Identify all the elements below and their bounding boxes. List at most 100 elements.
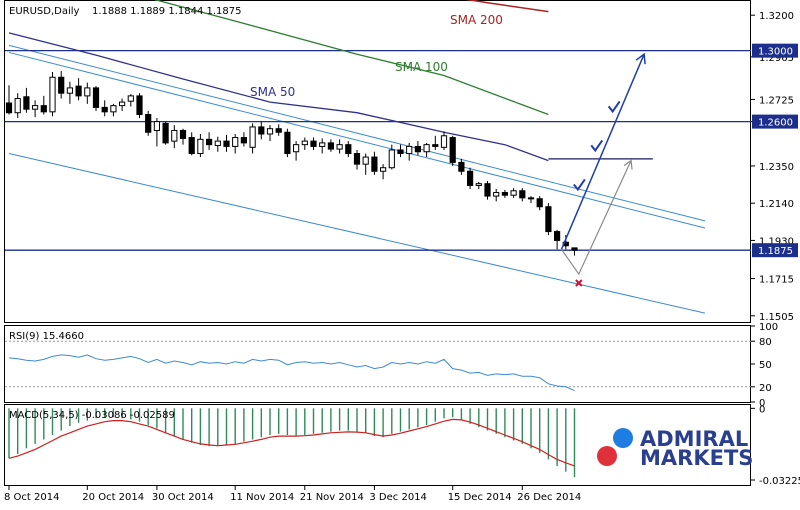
candle-body bbox=[275, 128, 282, 133]
macd-signal-line bbox=[8, 418, 575, 467]
candle-body bbox=[571, 247, 578, 251]
candle-body bbox=[58, 76, 65, 94]
price-tick-label: 1.2965 bbox=[759, 53, 794, 64]
channel-line bbox=[8, 51, 706, 229]
candle-body bbox=[119, 101, 126, 107]
candle-body bbox=[92, 87, 100, 108]
candle-body bbox=[23, 96, 30, 110]
cross-mark-icon bbox=[575, 279, 583, 287]
rsi-tick-label: 100 bbox=[759, 322, 778, 333]
candle-body bbox=[171, 129, 178, 142]
rsi-tick-label: 80 bbox=[759, 337, 772, 348]
rsi-tick-label: 20 bbox=[759, 383, 772, 394]
sma50-line bbox=[8, 32, 549, 162]
candle-body bbox=[223, 140, 230, 147]
rsi-panel-frame bbox=[4, 325, 751, 403]
macd-title: MACD(5,34,5) -0.03086 -0.02589 bbox=[9, 410, 175, 421]
candle-body bbox=[179, 129, 187, 139]
date-tick-label: 26 Dec 2014 bbox=[517, 492, 581, 503]
price-tick-label: 1.1505 bbox=[759, 312, 794, 323]
channel-line bbox=[8, 153, 706, 314]
candle-body bbox=[145, 114, 152, 133]
candle-body bbox=[66, 87, 74, 94]
candle-body bbox=[32, 105, 39, 110]
candle-body bbox=[345, 144, 352, 155]
candle-body bbox=[214, 140, 221, 147]
candle-body bbox=[249, 126, 256, 148]
candle-body bbox=[266, 128, 274, 135]
symbol-label: EURUSD,Daily bbox=[9, 6, 80, 17]
ohlc-readout: 1.1888 1.1889 1.1844 1.1875 bbox=[92, 6, 242, 17]
date-tick-label: 15 Dec 2014 bbox=[448, 492, 512, 503]
alt-projection-line bbox=[560, 160, 632, 276]
price-tick-label: 1.2725 bbox=[759, 95, 794, 106]
candle-body bbox=[336, 144, 343, 150]
candle-body bbox=[545, 206, 552, 233]
sma100-line bbox=[153, 0, 549, 116]
candle-body bbox=[188, 137, 195, 155]
candle-body bbox=[327, 142, 334, 150]
level-price-label: 1.2600 bbox=[758, 118, 793, 129]
candle-body bbox=[449, 137, 456, 163]
candle-body bbox=[362, 156, 369, 165]
date-tick-label: 8 Oct 2014 bbox=[4, 492, 59, 503]
candle-body bbox=[423, 144, 430, 153]
candle-body bbox=[353, 153, 361, 165]
sma200-line bbox=[465, 0, 549, 13]
candle-body bbox=[49, 76, 56, 113]
candle-body bbox=[84, 87, 91, 97]
check-mark-icon bbox=[607, 100, 621, 114]
logo-red-dot-icon bbox=[597, 446, 617, 466]
candle-body bbox=[475, 183, 482, 186]
candle-body bbox=[371, 156, 378, 172]
projection-arrowhead-icon bbox=[635, 52, 646, 65]
macd-tick-label: 0 bbox=[759, 404, 765, 415]
candle-body bbox=[536, 198, 543, 208]
admiral-markets-logo: ADMIRAL MARKETS bbox=[597, 427, 753, 470]
logo-blue-dot-icon bbox=[613, 428, 633, 448]
candle-body bbox=[510, 190, 517, 196]
candle-body bbox=[414, 145, 421, 153]
candle-body bbox=[519, 190, 526, 199]
candle-body bbox=[153, 121, 161, 131]
candle-body bbox=[458, 161, 465, 172]
date-tick-label: 11 Nov 2014 bbox=[230, 492, 294, 503]
price-tick-label: 1.3200 bbox=[759, 11, 794, 22]
sma100-label: SMA 100 bbox=[395, 60, 448, 74]
macd-tick-label: -0.03225 bbox=[759, 476, 800, 487]
rsi-tick-label: 50 bbox=[759, 360, 772, 371]
date-tick-label: 20 Oct 2014 bbox=[82, 492, 144, 503]
candle-body bbox=[162, 122, 169, 144]
candle-body bbox=[232, 137, 239, 147]
level-price-tag bbox=[752, 43, 798, 58]
logo-line2: MARKETS bbox=[640, 446, 753, 470]
price-tick-label: 1.2140 bbox=[759, 199, 794, 210]
price-tick-label: 1.1930 bbox=[759, 236, 794, 247]
level-price-label: 1.1875 bbox=[758, 246, 793, 257]
candle-body bbox=[301, 140, 308, 146]
candle-body bbox=[554, 231, 561, 241]
channel-line bbox=[8, 44, 706, 222]
candle-body bbox=[240, 137, 248, 144]
rsi-line bbox=[8, 354, 575, 392]
candle-body bbox=[206, 138, 213, 146]
level-price-tag bbox=[752, 114, 798, 129]
rsi-indicator: 100 80 50 20 0 bbox=[5, 322, 778, 409]
rsi-tick-label: 0 bbox=[759, 398, 765, 409]
level-price-label: 1.3000 bbox=[758, 47, 793, 58]
check-mark-icon bbox=[590, 139, 604, 153]
candle-body bbox=[397, 149, 404, 155]
candle-body bbox=[14, 98, 21, 114]
candle-body bbox=[5, 102, 13, 114]
date-tick-label: 21 Nov 2014 bbox=[300, 492, 364, 503]
candle-body bbox=[101, 106, 108, 113]
candle-body bbox=[75, 85, 82, 97]
price-tick-label: 1.1715 bbox=[759, 275, 794, 286]
candle-body bbox=[310, 140, 317, 147]
main-panel-frame bbox=[4, 0, 751, 323]
level-price-tag bbox=[752, 243, 798, 258]
sma50-label: SMA 50 bbox=[250, 85, 295, 99]
candle-body bbox=[284, 131, 291, 155]
